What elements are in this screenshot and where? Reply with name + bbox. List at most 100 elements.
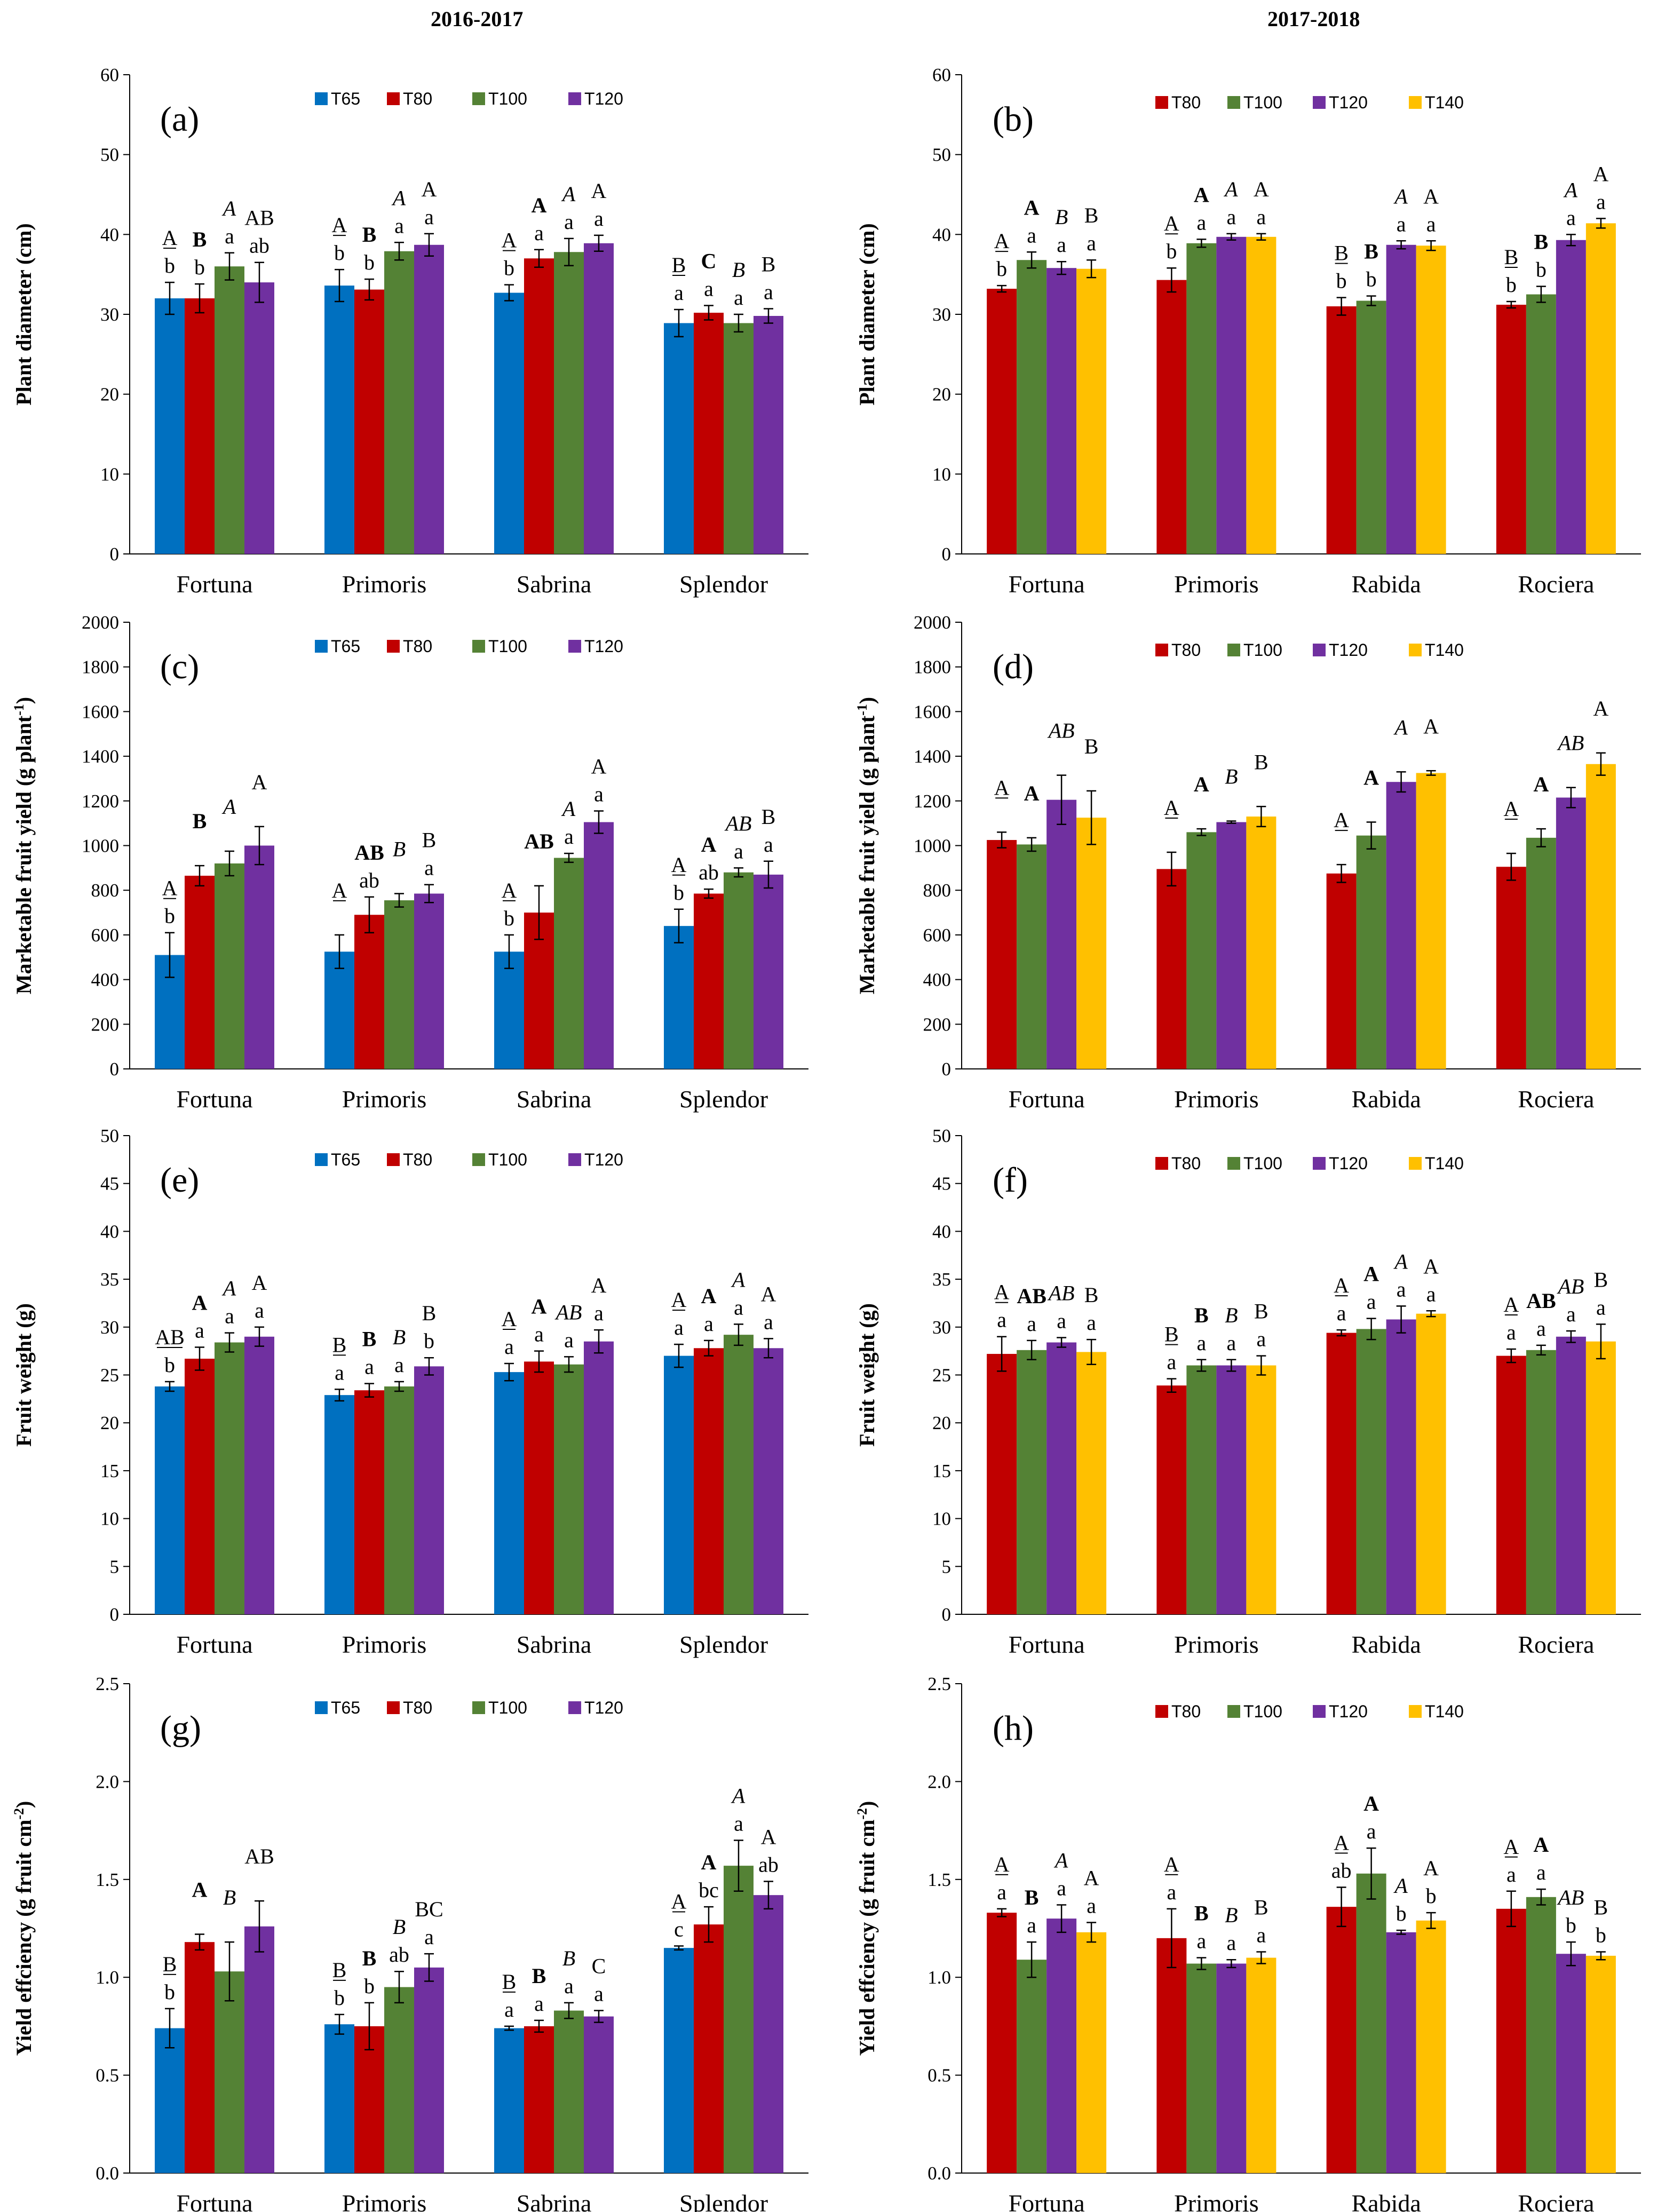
sig-letter-upper-a: B xyxy=(672,253,686,277)
x-tick-label-g: Sabrina xyxy=(517,2190,592,2212)
legend-label-f: T80 xyxy=(1171,1154,1201,1173)
x-tick-label-h: Primoris xyxy=(1174,2190,1258,2212)
sig-letter-upper-h: A xyxy=(1164,1852,1179,1876)
bar-a xyxy=(524,258,554,554)
y-tick-label-c: 2000 xyxy=(82,612,119,633)
sig-letter-upper-d: A xyxy=(1363,766,1379,790)
sig-letter-lower-c: ab xyxy=(699,860,719,884)
bar-f xyxy=(1156,1385,1187,1614)
bar-b xyxy=(1526,294,1556,554)
bar-h xyxy=(1156,1938,1187,2173)
sig-letter-lower-h: a xyxy=(1167,1880,1176,1904)
x-tick-label-f: Fortuna xyxy=(1009,1631,1085,1658)
sig-letter-upper-a: A xyxy=(591,179,607,203)
sig-letter-lower-e: b xyxy=(424,1329,434,1353)
legend-swatch-b xyxy=(1409,96,1422,109)
sig-letter-upper-d: A xyxy=(1194,772,1209,796)
panel-label-g: (g) xyxy=(160,1709,201,1748)
bar-h xyxy=(1186,1963,1217,2173)
sig-letter-lower-f: a xyxy=(1256,1327,1266,1351)
bar-d xyxy=(1156,869,1187,1069)
sig-letter-lower-g: bc xyxy=(699,1878,719,1902)
sig-letter-lower-b: a xyxy=(1426,212,1436,236)
sig-letter-lower-a: a xyxy=(424,205,434,229)
legend-swatch-g xyxy=(315,1701,328,1714)
legend-swatch-d xyxy=(1409,644,1422,656)
sig-letter-upper-a: A xyxy=(422,177,437,201)
legend-swatch-f xyxy=(1313,1157,1326,1170)
sig-letter-upper-b: B xyxy=(1364,240,1378,264)
sig-letter-upper-f: B xyxy=(1194,1303,1209,1327)
legend-label-c: T65 xyxy=(331,637,360,656)
bar-h xyxy=(1386,1932,1416,2173)
sig-letter-upper-h: B xyxy=(1594,1896,1608,1920)
bar-d xyxy=(1356,835,1386,1069)
sig-letter-lower-b: a xyxy=(1057,233,1066,257)
sig-letter-upper-f: B xyxy=(1254,1299,1268,1323)
legend-swatch-d xyxy=(1155,644,1168,656)
sig-letter-upper-b: A xyxy=(1593,162,1608,186)
sig-letter-upper-b: A xyxy=(1223,177,1238,201)
y-tick-label-d: 1200 xyxy=(914,791,951,812)
sig-letter-upper-c: A xyxy=(221,795,236,819)
sig-letter-upper-b: B xyxy=(1504,245,1519,269)
sig-letter-upper-f: A xyxy=(1503,1293,1519,1317)
x-tick-label-f: Rociera xyxy=(1518,1631,1594,1658)
x-tick-label-c: Sabrina xyxy=(517,1085,592,1113)
legend-label-e: T80 xyxy=(403,1150,432,1169)
sig-letter-lower-a: a xyxy=(674,281,684,305)
sig-letter-upper-e: A xyxy=(221,1277,236,1301)
y-tick-label-e: 45 xyxy=(100,1174,119,1194)
y-tick-label-f: 50 xyxy=(932,1125,951,1146)
bar-b xyxy=(1326,306,1357,554)
sig-letter-upper-f: B xyxy=(1164,1322,1179,1346)
sig-letter-upper-a: B xyxy=(732,258,745,282)
sig-letter-upper-g: A xyxy=(701,1850,717,1874)
bar-e xyxy=(584,1341,614,1614)
legend-label-g: T80 xyxy=(403,1698,432,1717)
sig-letter-lower-b: b xyxy=(996,257,1007,281)
sig-letter-lower-a: a xyxy=(564,210,574,234)
sig-letter-upper-g: B xyxy=(562,1946,575,1970)
sig-letter-upper-g: B xyxy=(163,1952,177,1976)
sig-letter-lower-b: a xyxy=(1397,212,1406,236)
x-tick-label-e: Primoris xyxy=(342,1631,426,1658)
legend-label-b: T120 xyxy=(1329,93,1368,112)
bar-e xyxy=(724,1335,754,1614)
sig-letter-lower-b: a xyxy=(1087,231,1096,255)
legend-label-g: T100 xyxy=(488,1698,527,1717)
sig-letter-upper-a: A xyxy=(332,213,347,237)
legend-label-c: T120 xyxy=(584,637,623,656)
sig-letter-lower-h: a xyxy=(1027,1913,1036,1937)
sig-letter-upper-f: A xyxy=(1393,1249,1408,1273)
y-tick-label-b: 30 xyxy=(932,304,951,325)
bar-c xyxy=(754,874,783,1069)
legend-swatch-b xyxy=(1313,96,1326,109)
y-axis-title-h: Yield effciency (g fruit cm-2) xyxy=(854,1801,879,2056)
legend-swatch-d xyxy=(1227,644,1240,656)
bar-b xyxy=(1046,268,1077,554)
legend-swatch-a xyxy=(387,92,400,105)
bar-d xyxy=(1386,782,1416,1069)
sig-letter-upper-d: A xyxy=(994,775,1010,799)
sig-letter-lower-b: a xyxy=(1196,210,1206,234)
y-axis-title-b: Plant diameter (cm) xyxy=(855,223,879,405)
bar-a xyxy=(494,292,524,554)
panel-d: 0 200 400 600 800 1000 1200 1400 1600 1800 2000 (d)… xyxy=(914,612,1641,1113)
sig-letter-upper-g: AB xyxy=(244,1844,274,1868)
sig-letter-lower-f: a xyxy=(1167,1350,1176,1374)
sig-letter-upper-c: A xyxy=(591,755,607,779)
sig-letter-upper-b: A xyxy=(1563,178,1578,202)
sig-letter-lower-e: a xyxy=(195,1318,204,1342)
bar-d xyxy=(1326,873,1357,1069)
sig-letter-upper-h: A xyxy=(1334,1830,1349,1854)
bar-f xyxy=(1326,1333,1357,1614)
panel-h: 0.0 0.5 1.0 1.5 2.0 2.5 (h) T80 T100 T120 T140 Fort… xyxy=(927,1674,1641,2212)
bar-f xyxy=(1017,1350,1047,1614)
panel-label-d: (d) xyxy=(993,647,1034,686)
sig-letter-lower-f: a xyxy=(1196,1331,1206,1355)
y-tick-label-a: 10 xyxy=(100,464,119,485)
legend-swatch-f xyxy=(1227,1157,1240,1170)
sig-letter-upper-g: A xyxy=(192,1878,208,1902)
